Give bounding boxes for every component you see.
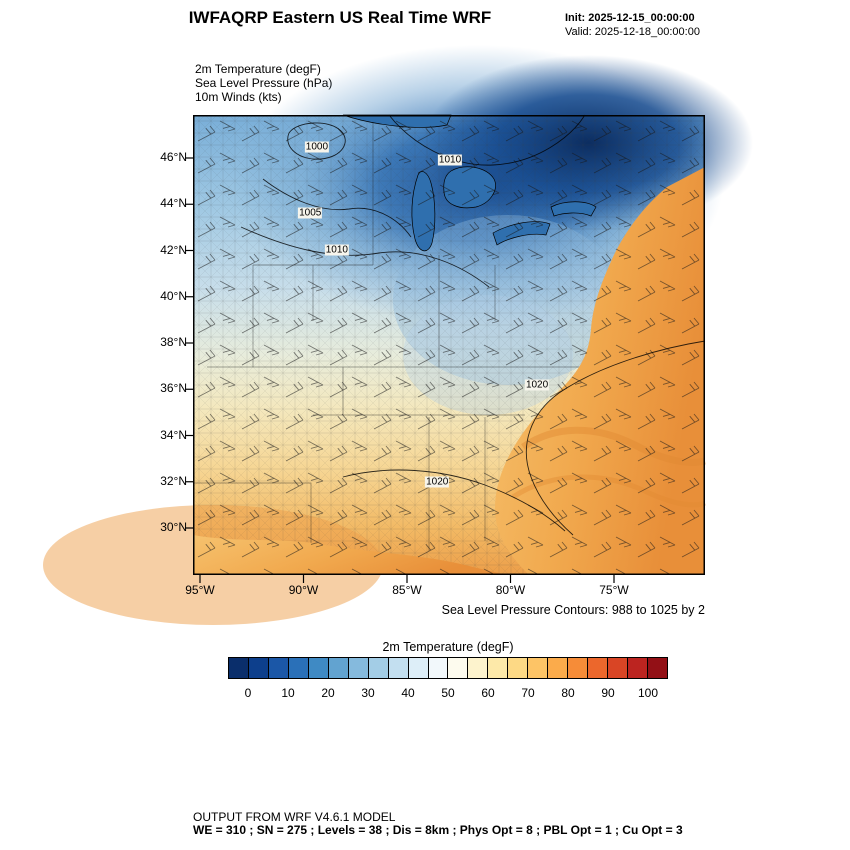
lat-label: 42°N (160, 242, 187, 257)
colorbar-tick: 50 (441, 686, 455, 700)
model-info-line2: WE = 310 ; SN = 275 ; Levels = 38 ; Dis … (193, 823, 683, 837)
field-label-temperature: 2m Temperature (degF) (195, 62, 321, 76)
lon-label: 95°W (185, 583, 215, 597)
colorbar-tick: 0 (244, 686, 252, 700)
field-label-pressure: Sea Level Pressure (hPa) (195, 76, 333, 90)
lat-label: 32°N (160, 473, 187, 488)
pressure-contour-label: 1000 (304, 141, 330, 153)
colorbar-segment (588, 658, 609, 678)
colorbar-tick: 30 (361, 686, 375, 700)
colorbar-segment (468, 658, 489, 678)
colorbar-segment (428, 658, 449, 678)
lon-label: 85°W (392, 583, 422, 597)
page-title: IWFAQRP Eastern US Real Time WRF (188, 8, 492, 27)
lon-label: 75°W (599, 583, 629, 597)
pressure-contours (240, 114, 706, 536)
lat-label: 30°N (160, 520, 187, 534)
colorbar-tick: 20 (321, 686, 335, 700)
model-info-line1: OUTPUT FROM WRF V4.6.1 MODEL (193, 810, 396, 824)
pressure-contour-label: 1010 (324, 244, 349, 256)
colorbar-segment (628, 658, 649, 678)
colorbar-tick: 90 (601, 686, 615, 700)
lat-label: 38°N (160, 335, 187, 349)
colorbar-segment (508, 658, 529, 678)
colorbar-segment (348, 658, 369, 678)
lat-label: 34°N (160, 427, 187, 442)
colorbar-segment (368, 658, 389, 678)
field-labels: 2m Temperature (degF) Sea Level Pressure… (195, 62, 332, 104)
colorbar-segment (248, 658, 269, 678)
colorbar-tick: 40 (401, 686, 415, 700)
lat-label: 44°N (160, 196, 187, 211)
colorbar-segment (528, 658, 549, 678)
wind-barbs-layer (193, 115, 705, 575)
colorbar-segment (608, 658, 629, 678)
lon-label: 90°W (288, 583, 319, 597)
colorbar-segment (288, 658, 309, 678)
run-times: Init: 2025-12-15_00:00:00 Valid: 2025-12… (565, 11, 700, 39)
lat-label: 46°N (160, 150, 187, 164)
colorbar-segment (548, 658, 569, 678)
model-info: OUTPUT FROM WRF V4.6.1 MODEL WE = 310 ; … (193, 811, 683, 837)
colorbar-segment (488, 658, 509, 678)
colorbar-segment (448, 658, 469, 678)
field-label-winds: 10m Winds (kts) (195, 90, 282, 104)
weather-map (43, 45, 753, 625)
colorbar-tick-labels: 0 10 20 30 40 50 60 70 80 90 100 (228, 686, 668, 702)
init-time: Init: 2025-12-15_00:00:00 (565, 12, 695, 24)
colorbar-segment (648, 658, 667, 678)
map-area: 46°N 44°N 42°N 40°N 38°N 36°N 34°N 32°N 30°N 95°… (43, 45, 753, 625)
map-border (193, 115, 705, 575)
lon-label: 80°W (495, 583, 526, 597)
colorbar-tick: 100 (637, 686, 659, 700)
colorbar-tick: 60 (481, 686, 495, 700)
colorbar-segment (328, 658, 349, 678)
colorbar-title: 2m Temperature (degF) (382, 640, 514, 654)
lat-label: 36°N (160, 381, 187, 396)
pressure-contour-label: 1010 (437, 154, 463, 166)
valid-time: Valid: 2025-12-18_00:00:00 (565, 26, 700, 38)
colorbar-segment (268, 658, 289, 678)
contour-interval-note: Sea Level Pressure Contours: 988 to 1025… (441, 603, 705, 617)
pressure-contour-label: 1005 (298, 207, 323, 219)
colorbar-tick: 10 (281, 686, 295, 700)
axis-ticks (185, 157, 615, 583)
colorbar-segment (388, 658, 409, 678)
colorbar-tick: 70 (521, 686, 535, 700)
temperature-colorbar (228, 657, 668, 679)
colorbar-segment (229, 658, 249, 678)
pressure-contour-label: 1020 (425, 476, 450, 488)
lat-label: 40°N (160, 288, 187, 303)
colorbar-tick: 80 (561, 686, 575, 700)
pressure-contour-label: 1020 (524, 379, 550, 391)
colorbar-segment (568, 658, 589, 678)
colorbar-segment (408, 658, 429, 678)
colorbar-segment (308, 658, 329, 678)
